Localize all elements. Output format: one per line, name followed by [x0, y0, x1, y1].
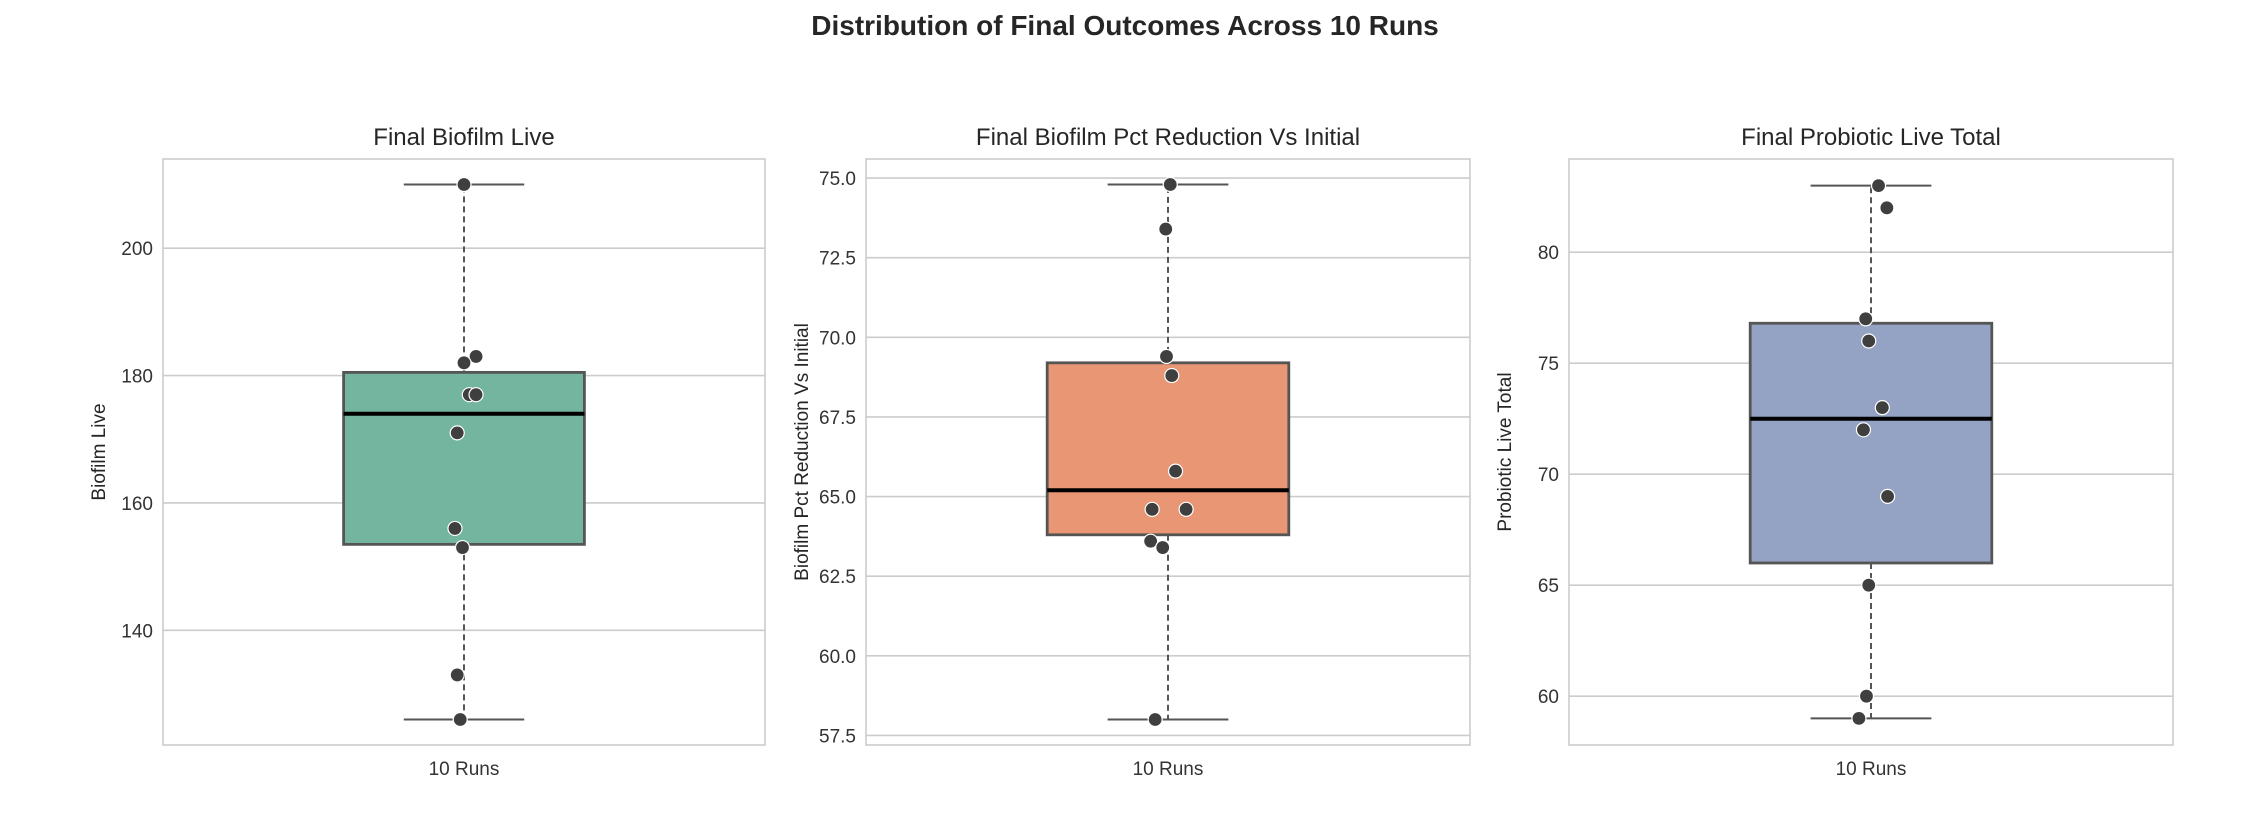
data-point: [456, 355, 472, 371]
data-point: [1158, 221, 1174, 237]
data-point: [449, 425, 465, 441]
x-tick-label: 10 Runs: [429, 759, 500, 780]
data-point: [1155, 539, 1171, 556]
data-point: [452, 711, 468, 728]
data-point: [1144, 501, 1160, 517]
y-tick-label: 60: [1538, 687, 1559, 708]
y-tick-label: 67.5: [819, 408, 856, 429]
y-tick-label: 80: [1538, 243, 1559, 264]
data-point: [1861, 333, 1877, 349]
data-point: [1167, 463, 1184, 479]
data-point: [1880, 488, 1896, 504]
data-point: [447, 520, 463, 537]
data-point: [468, 348, 484, 365]
chart-panel-2: 57.5 60.0 62.5 65.0 67.5 70.0 72.5 75.0 10 Runs B…: [792, 124, 1471, 780]
plot-frame: [162, 158, 766, 746]
data-point: [1855, 422, 1872, 438]
data-point: [1851, 710, 1867, 726]
data-point: [1879, 200, 1895, 216]
data-point: [1858, 688, 1875, 704]
chart-title: Final Biofilm Live: [373, 124, 554, 151]
y-tick-label: 70.0: [819, 328, 856, 349]
iqr-box: [1045, 361, 1291, 537]
chart-title: Final Probiotic Live Total: [1741, 124, 2001, 151]
y-tick-label: 60.0: [819, 647, 856, 668]
data-point: [1143, 533, 1159, 549]
y-tick-label: 75.0: [819, 169, 856, 190]
y-tick-label: 57.5: [819, 726, 856, 747]
data-point: [1178, 501, 1194, 517]
chart-panel-3: 60 65 70 75 80 10 Runs Probiotic Live Total Fin…: [1495, 124, 2174, 780]
data-point: [1874, 400, 1890, 416]
data-point: [1164, 367, 1180, 384]
data-point: [468, 387, 484, 403]
y-tick-label: 70: [1538, 465, 1559, 486]
data-point: [1861, 577, 1877, 593]
data-point: [1147, 711, 1163, 728]
plot-frame: [865, 158, 1471, 746]
chart-title: Final Biofilm Pct Reduction Vs Initial: [976, 124, 1360, 151]
y-tick-label: 75: [1538, 354, 1559, 375]
data-point: [1870, 178, 1887, 194]
y-tick-label: 62.5: [819, 567, 856, 588]
y-axis-label: Probiotic Live Total: [1495, 372, 1516, 531]
figure-title: Distribution of Final Outcomes Across 10…: [811, 10, 1439, 41]
y-tick-label: 72.5: [819, 249, 856, 270]
y-tick-label: 200: [121, 239, 153, 260]
data-point: [1858, 311, 1874, 327]
data-point: [1158, 348, 1175, 365]
iqr-box: [1748, 321, 1994, 565]
plot-frame: [1568, 158, 2174, 746]
y-tick-label: 65: [1538, 576, 1559, 597]
chart-panel-1: 140 160 180 200 10 Runs Biofilm Live Final Bio…: [89, 124, 766, 780]
x-tick-label: 10 Runs: [1133, 759, 1204, 780]
y-axis-label: Biofilm Live: [89, 403, 110, 500]
x-tick-label: 10 Runs: [1836, 759, 1907, 780]
iqr-box: [342, 370, 586, 546]
data-point: [1162, 176, 1178, 193]
y-axis-label: Biofilm Pct Reduction Vs Initial: [792, 323, 813, 581]
data-point: [456, 176, 472, 193]
y-tick-label: 180: [121, 367, 153, 388]
data-point: [449, 667, 465, 683]
y-tick-label: 65.0: [819, 488, 856, 509]
data-point: [454, 539, 471, 556]
y-tick-label: 140: [121, 621, 153, 642]
y-tick-label: 160: [121, 494, 153, 515]
